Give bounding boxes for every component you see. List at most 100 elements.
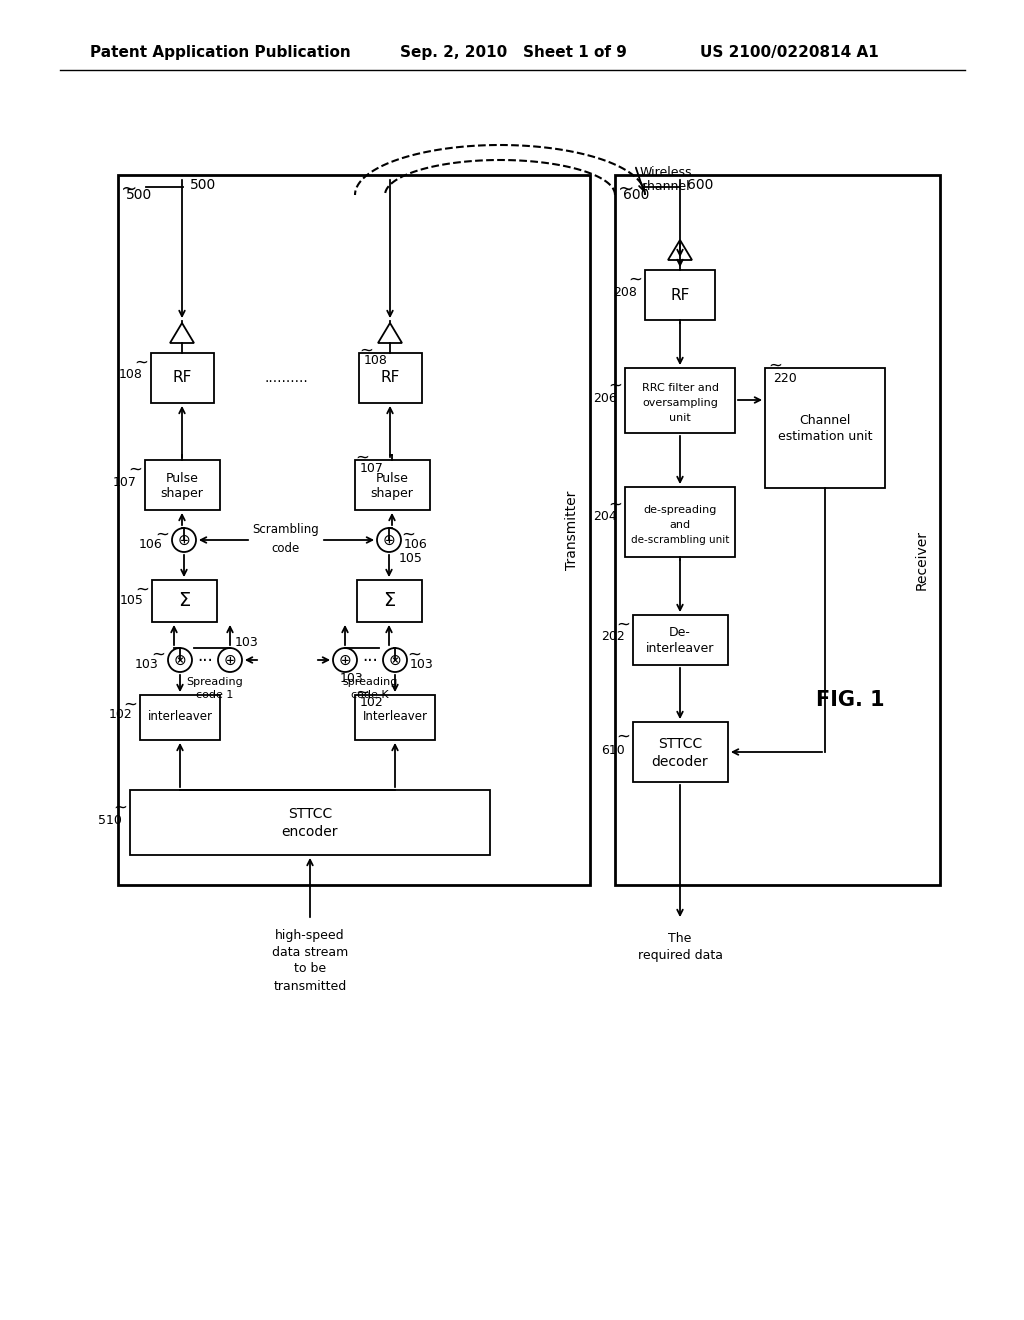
Text: 500: 500 (190, 178, 216, 191)
Bar (118, 176, 590, 884)
Text: ⊕: ⊕ (383, 532, 395, 548)
Text: 600: 600 (687, 178, 714, 191)
Bar (151, 352, 214, 403)
Text: ~: ~ (608, 496, 622, 513)
Text: data stream: data stream (272, 945, 348, 958)
Bar (765, 368, 885, 488)
Text: Interleaver: Interleaver (362, 710, 427, 723)
Bar (152, 579, 217, 622)
Text: Σ: Σ (178, 591, 190, 610)
Bar (355, 696, 435, 741)
Text: RRC filter and: RRC filter and (641, 383, 719, 393)
Text: 600: 600 (623, 187, 649, 202)
Text: Spreading: Spreading (186, 677, 244, 686)
Text: ..........: .......... (264, 371, 308, 385)
Text: 220: 220 (773, 371, 797, 384)
Text: US 2100/0220814 A1: US 2100/0220814 A1 (700, 45, 879, 59)
Text: 500: 500 (126, 187, 153, 202)
Text: FIG. 1: FIG. 1 (816, 690, 885, 710)
Text: ~: ~ (401, 525, 415, 544)
Text: 106: 106 (404, 539, 428, 552)
Text: shaper: shaper (161, 487, 204, 499)
Text: ~: ~ (355, 449, 369, 467)
Circle shape (168, 648, 193, 672)
Text: ...: ... (198, 647, 213, 665)
Bar (359, 352, 422, 403)
Text: transmitted: transmitted (273, 979, 347, 993)
Text: required data: required data (638, 949, 723, 961)
Text: ~: ~ (113, 799, 127, 817)
Text: RF: RF (671, 288, 690, 302)
Text: ~: ~ (768, 356, 782, 375)
Text: ~: ~ (407, 645, 421, 664)
Text: 105: 105 (120, 594, 144, 606)
Text: unit: unit (669, 413, 691, 422)
Text: ~: ~ (121, 180, 137, 198)
Text: 107: 107 (360, 462, 384, 474)
Text: ...: ... (362, 647, 378, 665)
Text: RF: RF (380, 371, 399, 385)
Text: Scrambling: Scrambling (253, 524, 319, 536)
Text: ~: ~ (135, 581, 150, 599)
Circle shape (218, 648, 242, 672)
Text: high-speed: high-speed (275, 928, 345, 941)
Text: ⊗: ⊗ (174, 652, 186, 668)
Text: ~: ~ (618, 180, 635, 198)
Circle shape (377, 528, 401, 552)
Text: De-: De- (669, 626, 691, 639)
Text: 103: 103 (340, 672, 364, 685)
Bar (355, 459, 430, 510)
Text: ⊕: ⊕ (177, 532, 190, 548)
Circle shape (172, 528, 196, 552)
Text: ⊕: ⊕ (223, 652, 237, 668)
Bar (357, 579, 422, 622)
Text: Transmitter: Transmitter (565, 490, 579, 570)
Text: interleaver: interleaver (646, 642, 714, 655)
Text: estimation unit: estimation unit (778, 429, 872, 442)
Text: Receiver: Receiver (915, 531, 929, 590)
Text: encoder: encoder (282, 825, 338, 840)
Text: code: code (272, 541, 300, 554)
Text: Channel: Channel (800, 413, 851, 426)
Text: ~: ~ (355, 684, 369, 702)
Text: ~: ~ (151, 645, 165, 664)
Bar (145, 459, 220, 510)
Text: and: and (670, 520, 690, 531)
Text: ~: ~ (608, 378, 622, 395)
Text: Σ: Σ (383, 591, 395, 610)
Text: 105: 105 (399, 552, 423, 565)
Text: 102: 102 (360, 697, 384, 710)
Text: ⊗: ⊗ (389, 652, 401, 668)
Text: 106: 106 (138, 539, 162, 552)
Text: 103: 103 (134, 659, 158, 672)
Text: ~: ~ (128, 461, 142, 479)
Text: decoder: decoder (651, 755, 709, 770)
Text: to be: to be (294, 962, 326, 975)
Bar (140, 696, 220, 741)
Text: oversampling: oversampling (642, 399, 718, 408)
Bar (615, 176, 940, 884)
Text: channel: channel (640, 181, 689, 194)
Text: ~: ~ (628, 271, 642, 289)
Text: 206: 206 (593, 392, 617, 404)
Text: STTCC: STTCC (657, 737, 702, 751)
Text: 202: 202 (601, 631, 625, 644)
Text: Pulse: Pulse (376, 471, 409, 484)
Text: STTCC: STTCC (288, 807, 332, 821)
Bar (130, 789, 490, 855)
Text: de-scrambling unit: de-scrambling unit (631, 535, 729, 545)
Text: 510: 510 (98, 813, 122, 826)
Bar (633, 615, 728, 665)
Text: spreading: spreading (342, 677, 397, 686)
Text: 107: 107 (113, 475, 137, 488)
Text: Pulse: Pulse (166, 471, 199, 484)
Text: 208: 208 (613, 285, 637, 298)
Bar (625, 487, 735, 557)
Text: code 1: code 1 (197, 690, 233, 700)
Text: ~: ~ (616, 616, 630, 634)
Text: The: The (669, 932, 691, 945)
Text: Wireless: Wireless (640, 165, 692, 178)
Text: RF: RF (172, 371, 191, 385)
Circle shape (333, 648, 357, 672)
Text: 103: 103 (410, 659, 434, 672)
